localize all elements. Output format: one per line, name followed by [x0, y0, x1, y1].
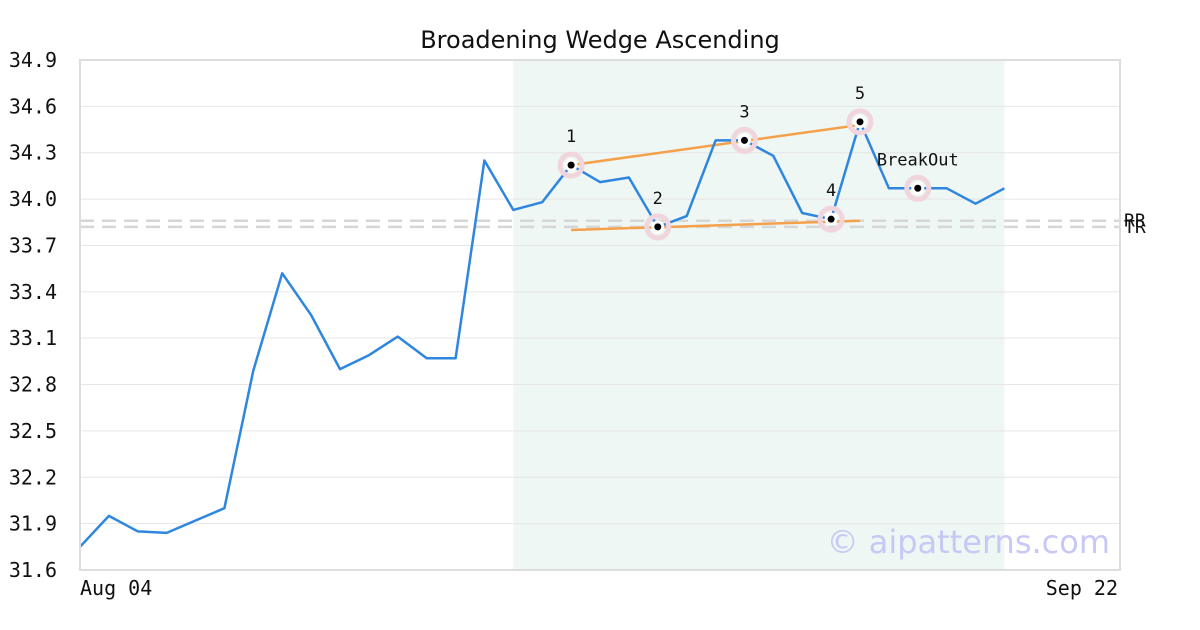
x-tick-label: Sep 22 — [1046, 576, 1118, 600]
pattern-point-dot — [914, 184, 922, 192]
pattern-point-label: 1 — [566, 127, 576, 147]
y-tick-label: 32.8 — [9, 373, 57, 397]
pattern-point-dot — [856, 118, 864, 126]
price-series — [79, 120, 1005, 548]
y-axis-ticks: 31.6 31.9 32.2 32.5 32.8 33.1 33.4 33.7 34.0 34.3… — [9, 48, 57, 582]
pattern-point-label: 4 — [826, 181, 836, 201]
pattern-point-halo — [846, 108, 874, 136]
trend-line — [570, 123, 861, 167]
y-tick-label: 32.2 — [9, 465, 57, 489]
pattern-point-dot — [740, 136, 748, 144]
plot-frame — [79, 59, 1121, 571]
pattern-point-label: 5 — [855, 84, 865, 104]
x-tick-label: Aug 04 — [80, 576, 152, 600]
highlight-rect — [513, 60, 1005, 570]
pattern-point-dot — [827, 215, 835, 223]
pattern-point-halo — [644, 213, 672, 241]
pattern-point-dot — [567, 161, 575, 169]
y-tick-label: 34.3 — [9, 141, 57, 165]
y-tick-label: 34.6 — [9, 94, 57, 118]
y-tick-label: 31.6 — [9, 558, 57, 582]
y-tick-label: 34.9 — [9, 48, 57, 72]
level-label: TR — [1124, 217, 1146, 238]
pattern-point-dot — [654, 223, 662, 231]
pattern-point-halo — [730, 126, 758, 154]
pattern-point-halo — [904, 174, 932, 202]
trend-lines — [570, 123, 861, 232]
y-tick-label: 33.4 — [9, 280, 57, 304]
y-tick-label: 31.9 — [9, 512, 57, 536]
pattern-point-label: 3 — [739, 102, 749, 122]
y-tick-label: 33.7 — [9, 233, 57, 257]
pattern-point-halo — [817, 205, 845, 233]
y-tick-label: 34.0 — [9, 187, 57, 211]
pattern-point-label: 2 — [653, 189, 663, 209]
x-axis-ticks: Aug 04 Sep 22 — [80, 576, 1118, 600]
level-label: RR — [1124, 211, 1146, 232]
watermark: © aipatterns.com — [827, 523, 1110, 561]
pattern-point-halo — [557, 151, 585, 179]
chart-title: Broadening Wedge Ascending — [420, 26, 780, 54]
pattern-points: 1 2 3 4 5 BreakOut — [557, 84, 959, 241]
y-tick-label: 32.5 — [9, 419, 57, 443]
trend-line — [571, 219, 861, 232]
pattern-highlight-region — [513, 60, 1005, 570]
series-line — [79, 120, 1005, 548]
pattern-point-label: BreakOut — [877, 150, 959, 170]
y-tick-label: 33.1 — [9, 326, 57, 350]
